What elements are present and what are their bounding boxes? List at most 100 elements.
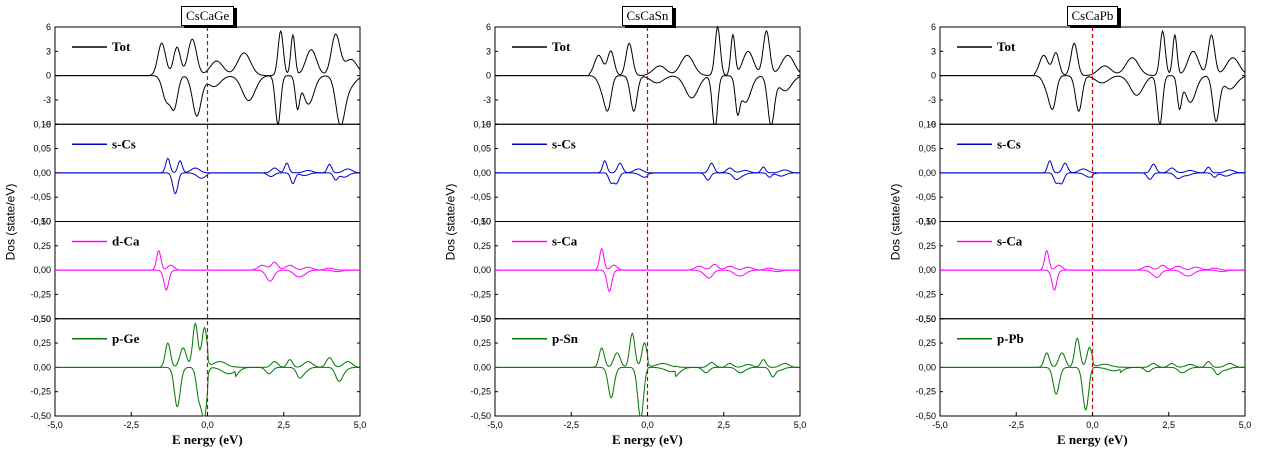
legend-label-s-Ca: s-Ca: [552, 234, 578, 249]
y-tick-label: -0,05: [30, 192, 51, 202]
y-tick-label: -0,05: [915, 192, 936, 202]
y-tick-label: 0,00: [473, 168, 491, 178]
legend-label-s-Cs: s-Cs: [112, 136, 136, 151]
y-tick-label: 0: [931, 71, 936, 81]
y-tick-label: 0,25: [33, 241, 51, 251]
y-tick-label: -0,25: [470, 289, 491, 299]
legend-label-Tot: Tot: [552, 39, 571, 54]
y-tick-label: 0,50: [473, 217, 491, 227]
dos-curve-p-Pb-spin-down: [940, 366, 1245, 411]
y-tick-label: 0,50: [473, 314, 491, 324]
x-axis-label: E nergy (eV): [1057, 432, 1128, 447]
y-tick-label: -0,25: [915, 387, 936, 397]
x-tick-label: -2,5: [123, 420, 139, 430]
y-tick-label: 3: [486, 46, 491, 56]
chart-svg: 6 3 0 -3 -6 Tot 0,10 0,05 0,00 -0,05 -0,10 s-Cs 0,50…: [470, 22, 806, 430]
y-tick-label: -0,25: [30, 387, 51, 397]
legend-label-d-Ca: d-Ca: [112, 234, 140, 249]
y-tick-label: -6: [43, 119, 51, 129]
chart-title: CsCaPb: [1066, 6, 1119, 26]
y-tick-label: -6: [928, 119, 936, 129]
y-tick-label: 0,00: [918, 362, 936, 372]
legend-label-Tot: Tot: [112, 39, 131, 54]
dos-figure-cscasn: 6 3 0 -3 -6 Tot 0,10 0,05 0,00 -0,05 -0,10 s-Cs 0,50…: [440, 0, 806, 459]
y-tick-label: -0,25: [470, 387, 491, 397]
y-tick-label: -6: [483, 119, 491, 129]
chart-svg: 6 3 0 -3 -6 Tot 0,10 0,05 0,00 -0,05 -0,10 s-Cs 0,50…: [30, 22, 366, 430]
y-tick-label: 0,25: [473, 338, 491, 348]
y-tick-label: -0,50: [30, 314, 51, 324]
y-tick-label: 0,00: [33, 265, 51, 275]
y-tick-label: 0,05: [33, 144, 51, 154]
y-tick-label: 0,10: [473, 119, 491, 129]
y-tick-label: 0,10: [33, 119, 51, 129]
chart-title: CsCaSn: [621, 6, 674, 26]
y-axis-label: Dos (state/eV): [887, 183, 902, 260]
y-tick-label: 0,25: [33, 338, 51, 348]
x-tick-label: 2,5: [717, 420, 730, 430]
y-tick-label: 0,25: [473, 241, 491, 251]
y-tick-label: -0,25: [30, 289, 51, 299]
y-tick-label: 3: [931, 46, 936, 56]
y-tick-label: -0,10: [30, 217, 51, 227]
y-tick-label: 0,50: [33, 217, 51, 227]
y-tick-label: -0,50: [470, 314, 491, 324]
legend-label-s-Cs: s-Cs: [552, 136, 576, 151]
x-tick-label: -5,0: [932, 420, 948, 430]
legend-label-s-Cs: s-Cs: [997, 136, 1021, 151]
chart-svg: 6 3 0 -3 -6 Tot 0,10 0,05 0,00 -0,05 -0,10 s-Cs 0,50…: [915, 22, 1251, 430]
x-tick-label: 5,0: [354, 420, 367, 430]
x-tick-label: 2,5: [1162, 420, 1175, 430]
y-axis-label: Dos (state/eV): [442, 183, 457, 260]
x-tick-label: 2,5: [277, 420, 290, 430]
y-tick-label: -0,10: [470, 217, 491, 227]
y-tick-label: -3: [483, 95, 491, 105]
x-tick-label: -2,5: [1008, 420, 1024, 430]
dos-figure-cscapb: 6 3 0 -3 -6 Tot 0,10 0,05 0,00 -0,05 -0,10 s-Cs 0,50…: [885, 0, 1251, 459]
dos-curve-d-Ca-spin-down: [55, 269, 360, 291]
y-tick-label: 6: [46, 22, 51, 32]
dos-curve-s-Ca-spin-down: [495, 269, 800, 293]
legend-label-p-Pb: p-Pb: [997, 331, 1024, 346]
dos-figure-cscage: 6 3 0 -3 -6 Tot 0,10 0,05 0,00 -0,05 -0,10 s-Cs 0,50…: [0, 0, 366, 459]
legend-label-p-Sn: p-Sn: [552, 331, 579, 346]
y-tick-label: 0,00: [473, 265, 491, 275]
y-tick-label: 0,05: [918, 144, 936, 154]
y-tick-label: -3: [43, 95, 51, 105]
y-tick-label: -0,50: [470, 411, 491, 421]
y-tick-label: 0,00: [918, 265, 936, 275]
legend-label-s-Ca: s-Ca: [997, 234, 1023, 249]
y-tick-label: 0,00: [918, 168, 936, 178]
y-tick-label: -0,10: [915, 217, 936, 227]
y-tick-label: 0,50: [33, 314, 51, 324]
y-tick-label: 6: [486, 22, 491, 32]
chart-title: CsCaGe: [181, 6, 235, 26]
y-tick-label: -0,50: [30, 411, 51, 421]
x-tick-label: 0,0: [1086, 420, 1099, 430]
y-tick-label: -3: [928, 95, 936, 105]
y-tick-label: 0,00: [33, 168, 51, 178]
x-tick-label: 0,0: [201, 420, 214, 430]
y-tick-label: 6: [931, 22, 936, 32]
y-tick-label: -0,50: [915, 411, 936, 421]
y-tick-label: 0: [46, 71, 51, 81]
y-tick-label: 0,00: [473, 362, 491, 372]
dos-curve-p-Sn-spin-down: [495, 366, 800, 417]
x-tick-label: -5,0: [487, 420, 503, 430]
y-tick-label: 3: [46, 46, 51, 56]
y-tick-label: 0: [486, 71, 491, 81]
y-tick-label: 0,05: [473, 144, 491, 154]
legend-label-p-Ge: p-Ge: [112, 331, 140, 346]
y-tick-label: 0,25: [918, 338, 936, 348]
y-axis-label: Dos (state/eV): [2, 183, 17, 260]
y-tick-label: -0,25: [915, 289, 936, 299]
x-axis-label: E nergy (eV): [612, 432, 683, 447]
y-tick-label: -0,50: [915, 314, 936, 324]
y-tick-label: 0,50: [918, 314, 936, 324]
x-tick-label: 5,0: [1239, 420, 1252, 430]
x-tick-label: 0,0: [641, 420, 654, 430]
dos-curve-s-Ca-spin-down: [940, 269, 1245, 291]
y-tick-label: 0,25: [918, 241, 936, 251]
x-axis-label: E nergy (eV): [172, 432, 243, 447]
y-tick-label: 0,00: [33, 362, 51, 372]
